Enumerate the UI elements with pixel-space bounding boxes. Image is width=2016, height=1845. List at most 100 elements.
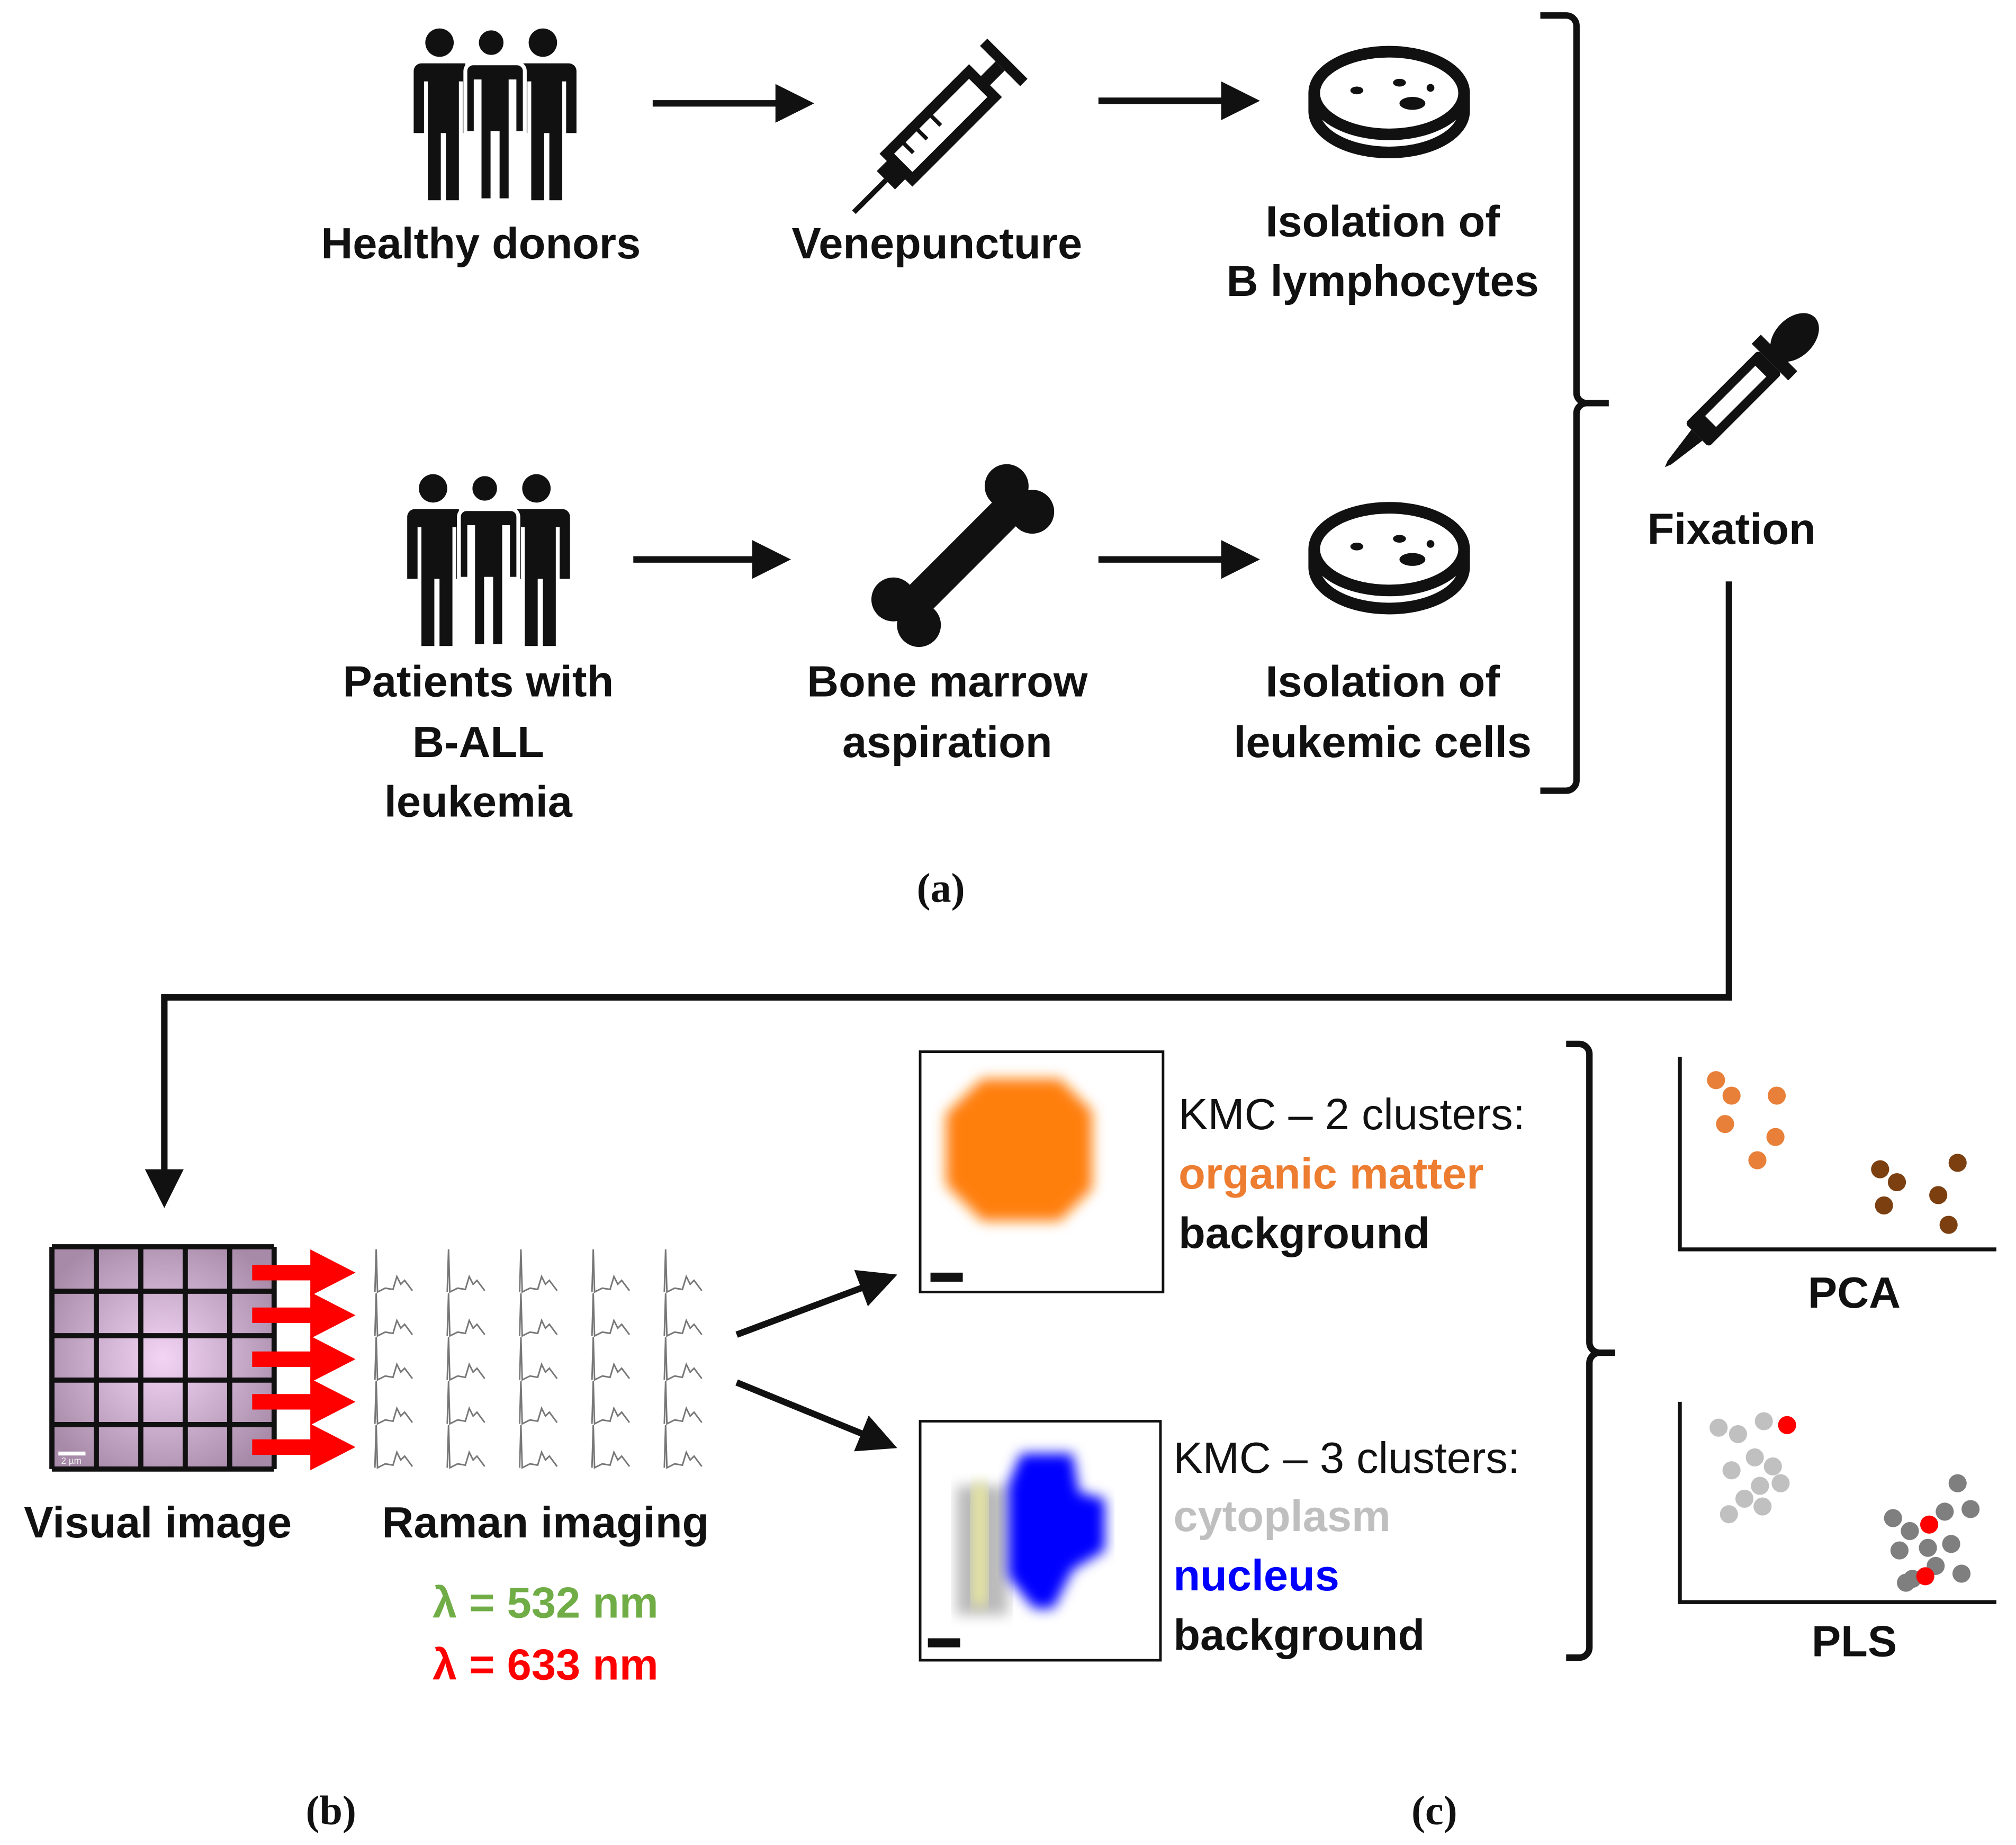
red-arrow xyxy=(252,1249,356,1296)
kmc3-cluster-background: background xyxy=(1173,1610,1425,1659)
pca-point-brown xyxy=(1871,1160,1889,1178)
pls-point-dark xyxy=(1919,1538,1937,1557)
raman-spectrum xyxy=(591,1425,631,1469)
pls-point-light xyxy=(1751,1477,1769,1495)
pls-point-dark xyxy=(1952,1564,1971,1583)
kmc2-cluster-background: background xyxy=(1178,1209,1430,1258)
fixation-label: Fixation xyxy=(1648,504,1816,553)
connector-arrow xyxy=(145,581,1732,1208)
pls-point-light xyxy=(1754,1412,1773,1430)
dropper-icon xyxy=(1664,313,1819,467)
bone-icon xyxy=(871,464,1055,647)
wavelength-532: λ = 532 nm xyxy=(433,1578,659,1627)
raman-spectrum xyxy=(446,1425,485,1469)
pls-scatter xyxy=(1709,1412,1980,1592)
pls-point-light xyxy=(1745,1448,1764,1466)
pca-point-brown xyxy=(1939,1216,1958,1234)
raman-spectrum xyxy=(446,1293,485,1337)
panel-a-label: (a) xyxy=(917,865,965,911)
pls-point-dark xyxy=(1961,1500,1980,1518)
petri-dish-icon xyxy=(1314,52,1464,152)
raman-spectrum xyxy=(663,1293,703,1337)
raman-spectrum xyxy=(519,1337,558,1381)
arrow-to-kmc3 xyxy=(735,1379,897,1452)
raman-spectra-grid xyxy=(374,1249,703,1469)
pls-label: PLS xyxy=(1812,1617,1897,1666)
isolation-b-lymphocytes-line1: Isolation of xyxy=(1265,197,1500,246)
wavelength-633: λ = 633 nm xyxy=(433,1640,659,1689)
raman-spectrum xyxy=(374,1249,413,1293)
patients-label-line1: Patients with xyxy=(343,656,614,706)
raman-spectrum xyxy=(663,1381,703,1425)
petri-dish-icon xyxy=(1314,508,1464,608)
panel-a: Healthy donors Venepuncture Isolation of… xyxy=(321,12,1819,911)
kmc2-title: KMC – 2 clusters: xyxy=(1178,1090,1525,1139)
isolation-b-lymphocytes-line2: B lymphocytes xyxy=(1227,256,1539,305)
pls-point-dark xyxy=(1890,1541,1909,1560)
scale-bar xyxy=(928,1638,960,1648)
raman-spectrum xyxy=(446,1381,485,1425)
raman-spectrum xyxy=(663,1249,703,1293)
bone-marrow-label-line1: Bone marrow xyxy=(807,656,1088,706)
scale-bar-label: 2 µm xyxy=(61,1456,81,1466)
pls-point-dark xyxy=(1884,1509,1902,1527)
bracket xyxy=(1566,1040,1616,1661)
healthy-donors-people-icon xyxy=(413,29,577,201)
patients-label-line2: B-ALL xyxy=(412,717,544,767)
panel-c: KMC – 2 clusters: organic matter backgro… xyxy=(735,1040,1996,1833)
raman-spectrum xyxy=(663,1337,703,1381)
arrow-to-kmc2 xyxy=(735,1270,898,1338)
pls-point-red xyxy=(1920,1515,1939,1534)
raman-spectrum xyxy=(446,1337,485,1381)
patients-people-icon xyxy=(407,474,570,646)
raman-spectrum xyxy=(591,1293,631,1337)
raman-spectrum xyxy=(519,1381,558,1425)
raman-spectrum xyxy=(663,1425,703,1469)
visual-image-label: Visual image xyxy=(24,1498,292,1547)
pca-point-brown xyxy=(1929,1186,1948,1204)
pls-point-dark xyxy=(1948,1474,1967,1492)
raman-spectrum xyxy=(519,1249,558,1293)
pca-point-brown xyxy=(1948,1154,1967,1172)
pls-point-light xyxy=(1771,1474,1790,1492)
pls-point-light xyxy=(1729,1425,1747,1444)
pca-point-orange xyxy=(1722,1086,1741,1105)
pls-point-dark xyxy=(1936,1502,1954,1521)
pca-axes xyxy=(1678,1057,1996,1252)
kmc3-title: KMC – 3 clusters: xyxy=(1173,1433,1520,1482)
pls-point-light xyxy=(1722,1461,1741,1480)
bracket xyxy=(1540,12,1609,794)
pls-point-dark xyxy=(1901,1522,1919,1541)
red-arrow xyxy=(252,1378,356,1425)
pca-point-orange xyxy=(1748,1151,1767,1169)
visual-image: 2 µm xyxy=(49,1244,277,1472)
raman-spectrum xyxy=(374,1293,413,1337)
pls-point-light xyxy=(1753,1497,1772,1516)
raman-spectrum xyxy=(374,1425,413,1469)
pls-point-red xyxy=(1916,1567,1934,1586)
pls-axes xyxy=(1678,1401,1996,1604)
scale-bar xyxy=(930,1272,963,1282)
venepuncture-label: Venepuncture xyxy=(791,219,1082,268)
raman-spectrum xyxy=(591,1381,631,1425)
syringe-icon xyxy=(852,38,1028,214)
bone-marrow-label-line2: aspiration xyxy=(842,717,1052,767)
pca-point-orange xyxy=(1707,1071,1725,1090)
pls-point-red xyxy=(1778,1416,1796,1434)
patients-label-line3: leukemia xyxy=(384,777,573,826)
kmc2-cluster-organic-matter: organic matter xyxy=(1178,1149,1483,1198)
pls-point-light xyxy=(1709,1418,1728,1437)
raman-spectrum xyxy=(374,1381,413,1425)
raman-spectrum xyxy=(446,1249,485,1293)
red-arrow xyxy=(252,1336,356,1383)
raman-spectrum xyxy=(591,1249,631,1293)
raman-imaging-label: Raman imaging xyxy=(382,1498,709,1547)
raman-spectrum xyxy=(591,1337,631,1381)
pca-scatter xyxy=(1707,1071,1967,1234)
isolation-leukemic-line1: Isolation of xyxy=(1265,656,1500,706)
raman-spectrum xyxy=(519,1425,558,1469)
pca-point-orange xyxy=(1766,1128,1785,1146)
pca-point-orange xyxy=(1768,1086,1786,1105)
pls-point-dark xyxy=(1897,1573,1915,1592)
